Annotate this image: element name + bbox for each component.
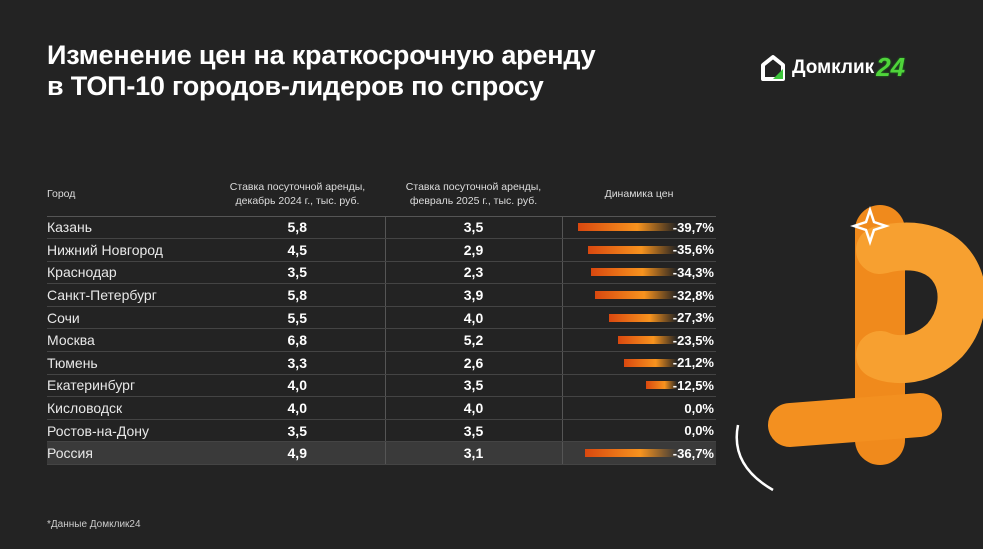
rate-feb: 5,2 [385, 328, 563, 353]
change-bar [618, 336, 677, 345]
change-bar [608, 313, 677, 322]
change-percent: -32,8% [672, 287, 714, 303]
city-name: Сочи [47, 306, 210, 330]
rate-dec: 5,5 [210, 306, 386, 330]
table-row: Тюмень 3,3 2,6 -21,2% [47, 351, 716, 375]
rate-feb: 2,3 [385, 261, 563, 285]
table-row: Казань 5,8 3,5 -39,7% [47, 216, 716, 240]
house-icon [761, 54, 785, 81]
change-bar [645, 381, 677, 390]
city-name: Екатеринбург [47, 374, 210, 398]
price-dynamics: -35,6% [562, 238, 716, 262]
rate-dec: 3,5 [210, 261, 386, 285]
price-dynamics: -36,7% [562, 441, 716, 466]
rate-dec: 3,5 [210, 419, 386, 443]
table-row: Сочи 5,5 4,0 -27,3% [47, 306, 716, 330]
city-name: Краснодар [47, 261, 210, 285]
table-row: Кисловодск 4,0 4,0 0,0% [47, 396, 716, 420]
footnote: *Данные Домклик24 [47, 519, 141, 530]
price-dynamics: 0,0% [562, 396, 716, 420]
rate-dec: 4,9 [210, 441, 386, 466]
city-name: Тюмень [47, 351, 210, 375]
rate-feb: 2,9 [385, 238, 563, 262]
city-name: Нижний Новгород [47, 238, 210, 262]
change-bar [594, 291, 677, 300]
change-percent: 0,0% [684, 400, 714, 416]
city-name: Кисловодск [47, 396, 210, 420]
rate-dec: 4,0 [210, 396, 386, 420]
rate-feb: 2,6 [385, 351, 563, 375]
rate-dec: 4,5 [210, 238, 386, 262]
rate-dec: 5,8 [210, 283, 386, 307]
price-dynamics: -23,5% [562, 328, 716, 353]
city-name: Санкт-Петербург [47, 283, 210, 307]
rate-feb: 4,0 [385, 396, 563, 420]
change-percent: -34,3% [672, 264, 714, 280]
table-row-total: Россия 4,9 3,1 -36,7% [47, 441, 716, 466]
change-percent: -21,2% [672, 355, 714, 371]
table-row: Екатеринбург 4,0 3,5 -12,5% [47, 374, 716, 398]
page-title: Изменение цен на краткосрочную аренду в … [47, 40, 596, 101]
change-percent: 0,0% [684, 423, 714, 439]
change-bar [587, 245, 677, 254]
change-percent: -39,7% [672, 219, 714, 235]
header-city: Город [47, 172, 210, 217]
price-dynamics: -32,8% [562, 283, 716, 307]
rate-feb: 3,5 [385, 374, 563, 398]
rate-dec: 3,3 [210, 351, 386, 375]
change-percent: -35,6% [672, 242, 714, 258]
price-dynamics: -21,2% [562, 351, 716, 375]
domclick-logo: Домклик 24 [760, 52, 905, 83]
price-dynamics: -39,7% [562, 216, 716, 240]
price-table: Город Ставка посуточной аренды, декабрь … [47, 172, 716, 466]
city-name: Казань [47, 216, 210, 240]
table-row: Москва 6,8 5,2 -23,5% [47, 328, 716, 353]
table-row: Нижний Новгород 4,5 2,9 -35,6% [47, 238, 716, 262]
rate-dec: 6,8 [210, 328, 386, 353]
header-dec: Ставка посуточной аренды, декабрь 2024 г… [210, 172, 385, 217]
rate-feb: 4,0 [385, 306, 563, 330]
rate-feb: 3,5 [385, 216, 563, 240]
city-name: Ростов-на-Дону [47, 419, 210, 443]
change-percent: -36,7% [672, 445, 714, 461]
rate-dec: 5,8 [210, 216, 386, 240]
city-name: Россия [47, 441, 210, 466]
change-percent: -12,5% [672, 377, 714, 393]
header-dynamics: Динамика цен [562, 172, 716, 217]
change-percent: -23,5% [672, 332, 714, 348]
change-bar [623, 358, 677, 367]
price-dynamics: -12,5% [562, 374, 716, 398]
table-row: Краснодар 3,5 2,3 -34,3% [47, 261, 716, 285]
price-dynamics: -27,3% [562, 306, 716, 330]
change-percent: -27,3% [672, 310, 714, 326]
city-name: Москва [47, 328, 210, 353]
change-bar [591, 268, 677, 277]
rate-feb: 3,5 [385, 419, 563, 443]
rate-dec: 4,0 [210, 374, 386, 398]
ruble-mascot-image [735, 205, 983, 492]
table-row: Ростов-на-Дону 3,5 3,5 0,0% [47, 419, 716, 443]
rate-feb: 3,1 [385, 441, 563, 466]
change-bar [577, 223, 677, 232]
price-dynamics: 0,0% [562, 419, 716, 443]
table-row: Санкт-Петербург 5,8 3,9 -32,8% [47, 283, 716, 307]
rate-feb: 3,9 [385, 283, 563, 307]
price-dynamics: -34,3% [562, 261, 716, 285]
change-bar [585, 449, 677, 458]
header-feb: Ставка посуточной аренды, февраль 2025 г… [385, 172, 562, 217]
